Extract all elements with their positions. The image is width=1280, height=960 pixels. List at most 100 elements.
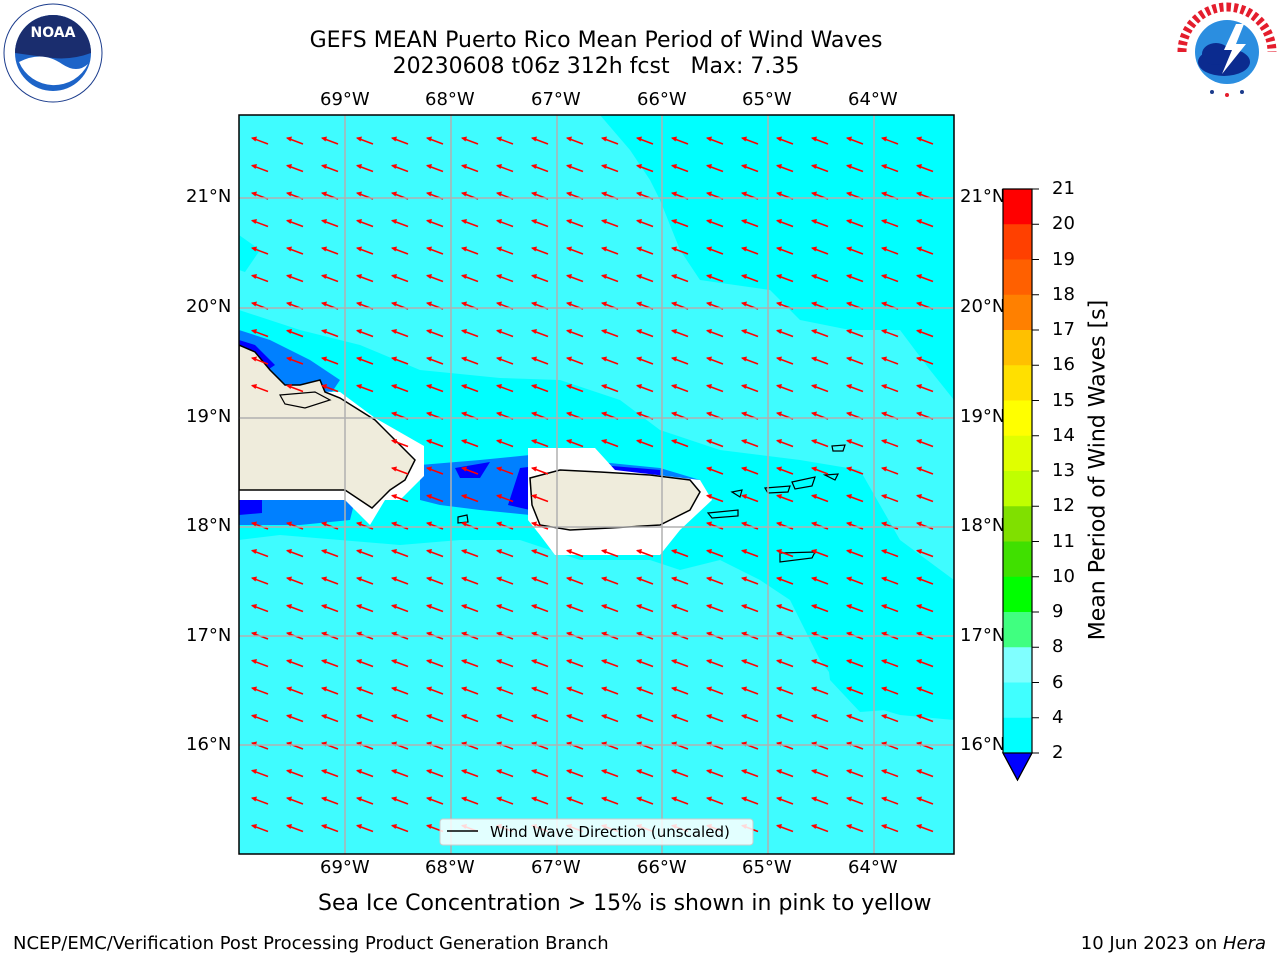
wind-wave-arrowhead [706, 384, 712, 389]
lat-label-right: 20°N [960, 296, 1006, 317]
wind-wave-arrowhead [881, 356, 887, 362]
wind-wave-arrowhead [391, 466, 397, 472]
wind-wave-arrowhead [461, 439, 467, 444]
wind-wave-arrowhead [601, 384, 607, 389]
wind-wave-arrowhead [251, 714, 257, 719]
wind-wave-arrowhead [636, 411, 642, 417]
wind-wave-arrowhead [321, 659, 327, 664]
wind-wave-arrowhead [846, 714, 852, 719]
wind-wave-arrowhead [286, 686, 292, 692]
lat-label-right: 21°N [960, 186, 1006, 207]
wind-wave-arrowhead [776, 136, 782, 142]
wind-wave-arrowhead [916, 164, 922, 169]
wind-wave-arrowhead [881, 329, 887, 334]
wind-wave-arrowhead [251, 219, 257, 224]
wind-wave-arrowhead [426, 274, 432, 279]
wind-wave-arrowhead [846, 164, 852, 169]
wind-wave-arrowhead [671, 604, 677, 609]
wind-wave-arrowhead [601, 604, 607, 609]
colorbar-tick-label: 4 [1052, 706, 1064, 728]
lon-label-top: 66°W [637, 89, 687, 110]
wind-wave-arrowhead [671, 549, 677, 554]
colorbar-tick-marks [1032, 188, 1039, 754]
wind-wave-arrowhead [706, 521, 712, 527]
wind-wave-arrowhead [286, 191, 292, 197]
wind-wave-arrowhead [741, 549, 747, 554]
wind-wave-arrowhead [461, 796, 467, 802]
wind-wave-arrowhead [706, 356, 712, 362]
wind-wave-arrowhead [811, 576, 817, 582]
wind-wave-arrowhead [461, 714, 467, 719]
wind-wave-arrowhead [391, 301, 397, 307]
wind-wave-arrowhead [916, 604, 922, 609]
wind-wave-arrowhead [531, 659, 537, 664]
wind-wave-arrowhead [426, 164, 432, 169]
wind-wave-arrowhead [741, 576, 747, 582]
wind-wave-arrowhead [531, 796, 537, 802]
colorbar-tick-label: 20 [1052, 213, 1075, 235]
wind-wave-arrowhead [776, 576, 782, 582]
wind-wave-arrowhead [426, 466, 432, 472]
wind-wave-arrowhead [706, 466, 712, 472]
wind-wave-arrowhead [776, 164, 782, 169]
wind-wave-arrowhead [251, 329, 257, 334]
wind-wave-arrowhead [286, 549, 292, 554]
wind-wave-arrowhead [916, 824, 922, 829]
wind-wave-arrowhead [706, 796, 712, 802]
wind-wave-arrowhead [496, 439, 502, 444]
wind-wave-arrowhead [461, 356, 467, 362]
wind-wave-arrowhead [531, 219, 537, 224]
wind-wave-arrowhead [671, 301, 677, 307]
wind-wave-arrowhead [426, 576, 432, 582]
colorbar-tick-label: 6 [1052, 671, 1064, 693]
colorbar-segment [1003, 471, 1032, 507]
lat-label-right: 16°N [960, 734, 1006, 755]
lat-label-right: 18°N [960, 515, 1006, 536]
wind-wave-arrowhead [916, 191, 922, 197]
lat-label-left: 17°N [186, 625, 232, 646]
colorbar-tick-label: 21 [1052, 178, 1075, 199]
wind-wave-arrowhead [321, 521, 327, 527]
wind-wave-arrowhead [741, 466, 747, 472]
wind-wave-arrowhead [636, 439, 642, 444]
wind-wave-arrowhead [916, 466, 922, 472]
wind-wave-arrowhead [531, 384, 537, 389]
wind-wave-arrowhead [706, 274, 712, 279]
wind-wave-arrowhead [461, 164, 467, 169]
wind-wave-arrowhead [321, 714, 327, 719]
wind-wave-arrowhead [251, 164, 257, 169]
map-gridlines [239, 115, 954, 854]
colorbar-segment [1003, 717, 1032, 754]
wind-wave-arrowhead [601, 796, 607, 802]
wind-wave-arrowhead [321, 136, 327, 142]
wind-wave-arrowhead [426, 356, 432, 362]
wind-wave-arrowhead [811, 466, 817, 472]
colorbar-segment [1003, 259, 1032, 296]
wind-wave-arrowhead [426, 549, 432, 554]
wind-wave-arrowhead [426, 659, 432, 664]
wind-wave-arrowhead [916, 439, 922, 444]
wind-wave-arrowhead [461, 686, 467, 692]
wind-wave-arrowhead [636, 136, 642, 142]
wind-wave-arrowhead [671, 274, 677, 279]
wind-wave-arrowhead [391, 439, 397, 444]
wind-wave-arrowhead [286, 824, 292, 829]
wind-wave-arrowhead [356, 219, 362, 224]
wind-wave-arrowhead [391, 356, 397, 362]
wind-wave-arrowhead [671, 686, 677, 692]
wind-wave-arrowhead [286, 659, 292, 664]
wind-wave-arrowhead [776, 686, 782, 692]
wind-wave-arrowhead [706, 136, 712, 142]
wind-wave-arrowhead [461, 274, 467, 279]
wind-wave-arrowhead [601, 191, 607, 197]
footer-host: Hera [1222, 933, 1266, 954]
wind-wave-arrowhead [671, 246, 677, 252]
colorbar-segment [1003, 576, 1032, 613]
wind-wave-arrowhead [846, 796, 852, 802]
wind-wave-arrowhead [286, 356, 292, 362]
wind-wave-arrowhead [706, 686, 712, 692]
wind-wave-arrowhead [286, 796, 292, 802]
lat-label-left: 21°N [186, 186, 232, 207]
colorbar-segment [1003, 506, 1032, 542]
wind-wave-arrowhead [566, 576, 572, 582]
